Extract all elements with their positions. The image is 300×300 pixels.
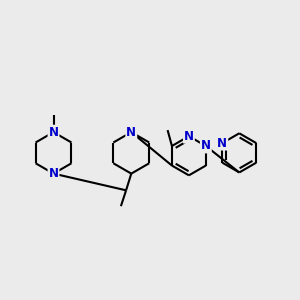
Text: N: N: [217, 136, 227, 150]
Text: N: N: [126, 126, 136, 139]
Text: N: N: [201, 140, 211, 152]
Text: N: N: [49, 167, 58, 180]
Text: N: N: [184, 130, 194, 143]
Text: N: N: [49, 126, 58, 139]
